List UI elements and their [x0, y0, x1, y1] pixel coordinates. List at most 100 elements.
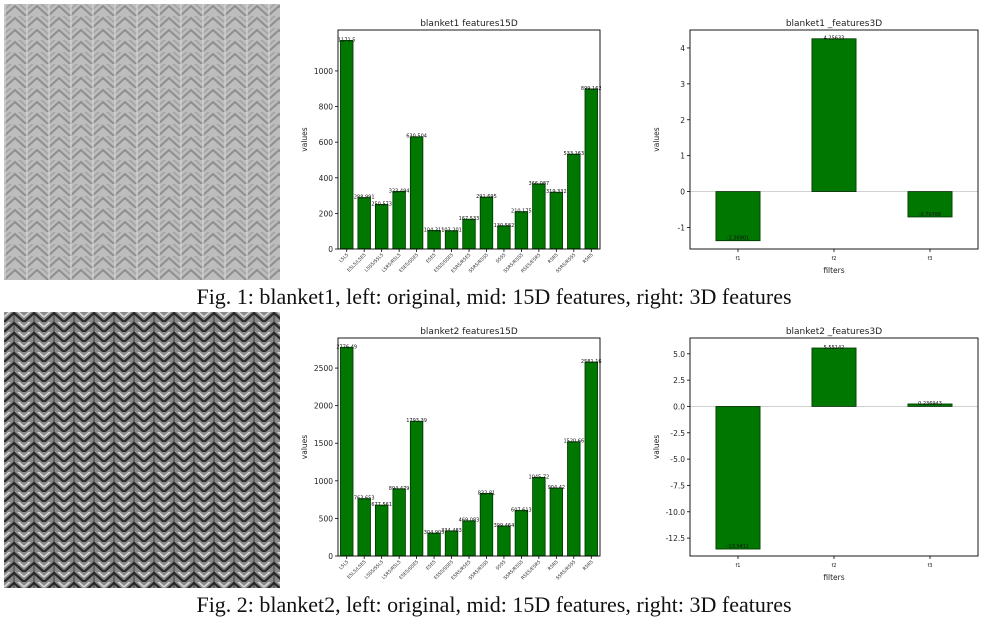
bar-f3	[907, 403, 953, 407]
data-label: 894.479	[389, 486, 410, 492]
x-tick-label: f2	[832, 563, 837, 569]
x-tick-label: L5L5	[338, 252, 350, 264]
bar-R5R5	[549, 487, 564, 557]
x-tick-label: R5R5	[547, 559, 560, 572]
data-label: 630.504	[406, 134, 427, 140]
chart-blanket1-features15d: blanket1 features15D 0 200 400 600 800 1000 val…	[300, 19, 602, 274]
bar-L5L5	[340, 346, 354, 557]
data-label: 2581.16	[581, 359, 602, 365]
y-tick-label: 1000	[314, 67, 333, 76]
bar-E5E5/S5E5	[409, 136, 424, 250]
y-tick-label: 400	[319, 174, 334, 183]
x-tick-label: R5R5	[582, 252, 595, 265]
x-tick-label: R5R5	[547, 252, 560, 265]
bar-S5R5/R5S5	[514, 509, 529, 557]
y-tick-label: 600	[319, 138, 334, 147]
data-label: 533.163	[563, 151, 584, 157]
data-label: 210.175	[511, 209, 532, 215]
data-label: 5.55142	[824, 345, 845, 351]
bar-S5S5	[497, 525, 511, 557]
y-tick-label: 5.0	[673, 350, 685, 359]
bar-S5R5/R5S5	[567, 441, 581, 557]
chart-blanket1-features3d: blanket1 _features3D -1 0 1 2 3 4 values -1.3690…	[652, 19, 979, 275]
original-texture-image-blanket2	[4, 312, 280, 588]
bar-S5S5	[497, 225, 511, 250]
chart-title: blanket1 _features3D	[786, 19, 882, 29]
y-tick-label: 200	[319, 209, 334, 218]
chart-title: blanket1 features15D	[420, 19, 518, 29]
data-label: -0.70766	[919, 212, 941, 218]
bar-E5L5/L5E5	[357, 197, 371, 250]
x-tick-label: E5E5	[425, 252, 438, 265]
data-label: 0.236943	[918, 401, 942, 407]
x-tick-label: E5E5	[425, 559, 438, 572]
bar-L5R5/R5L5	[392, 488, 406, 557]
bar-f2	[811, 38, 857, 192]
data-label: 319.332	[546, 189, 567, 195]
bar-E5L5/L5E5	[357, 498, 371, 557]
data-label: 366.087	[529, 181, 550, 187]
y-axis-label: values	[300, 435, 309, 459]
plot-frame	[337, 337, 601, 557]
data-label: 1520.66	[563, 439, 584, 445]
bar-R5R5	[549, 191, 564, 250]
bar-E5R5/R5E5	[462, 218, 476, 250]
data-label: 4.25633	[824, 36, 845, 42]
y-tick-label: -1	[678, 223, 686, 232]
chart-blanket2-features3d: blanket2 _features3D -12.5 -10.0 -7.5 -5.0 -2…	[652, 327, 979, 582]
data-label: 763.653	[354, 496, 375, 502]
data-label: 334.483	[441, 528, 462, 534]
data-label: 677.561	[371, 502, 392, 508]
y-tick-label: -2.5	[670, 429, 685, 438]
x-axis-label: filters	[823, 573, 844, 582]
bar-E5E5	[427, 532, 441, 557]
bar-E5R5/R5E5	[462, 520, 476, 557]
figure-caption-1: Fig. 1: blanket1, left: original, mid: 1…	[196, 284, 792, 309]
y-tick-label: 0	[680, 188, 685, 197]
y-tick-label: 1	[680, 152, 685, 161]
y-tick-label: 3	[680, 80, 685, 89]
y-tick-label: -12.5	[666, 534, 686, 543]
y-axis-label: values	[300, 127, 309, 151]
bar-E5E5/S5E5	[409, 420, 424, 557]
y-tick-label: -5.0	[670, 455, 685, 464]
bar-f2	[811, 347, 857, 407]
bar-f1	[715, 406, 761, 550]
data-label: 250.573	[371, 201, 392, 207]
x-tick-label: f3	[928, 563, 933, 569]
data-label: -1.36901	[727, 236, 749, 242]
y-tick-label: 1500	[314, 439, 333, 448]
data-label: 304.905	[424, 530, 445, 536]
original-texture-image-blanket1	[4, 4, 280, 280]
x-tick-label: R5R5	[582, 559, 595, 572]
plot-frame	[337, 29, 601, 250]
x-tick-label: S5S5	[495, 252, 508, 265]
bar-S5R5/R5S5	[479, 492, 494, 557]
bar-S5R5/R5S5	[479, 196, 494, 250]
bar-f3	[907, 191, 953, 218]
y-tick-label: 2	[680, 116, 685, 125]
y-tick-label: 0	[328, 552, 333, 561]
y-tick-label: 2500	[314, 364, 333, 373]
bar-L5S5/S5L5	[374, 203, 389, 250]
x-tick-label: f3	[928, 256, 933, 262]
data-label: 899.162	[581, 86, 602, 92]
x-tick-label: f2	[832, 256, 837, 262]
data-label: 607.613	[511, 507, 532, 513]
y-axis-label: values	[652, 435, 661, 459]
data-label: 1793.39	[406, 418, 427, 424]
chart-blanket2-features15d: blanket2 features15D 0 500 1000 1500 2000 2500…	[300, 327, 602, 581]
plot-frame	[689, 337, 979, 557]
data-label: 2776.49	[336, 344, 357, 350]
data-label: 399.464	[494, 523, 515, 529]
data-label: 832.81	[478, 490, 496, 496]
y-tick-label: 1000	[314, 477, 333, 486]
x-tick-label: f1	[736, 256, 741, 262]
data-label: 288.991	[354, 195, 375, 201]
bar-S5R5/R5S5	[514, 211, 529, 250]
y-tick-label: 500	[319, 514, 334, 523]
bar-E5S5/S5E5	[444, 530, 459, 557]
bar-R5R5	[584, 88, 598, 250]
bar-S5R5/R5S5	[567, 153, 581, 250]
plot-frame	[689, 29, 979, 250]
